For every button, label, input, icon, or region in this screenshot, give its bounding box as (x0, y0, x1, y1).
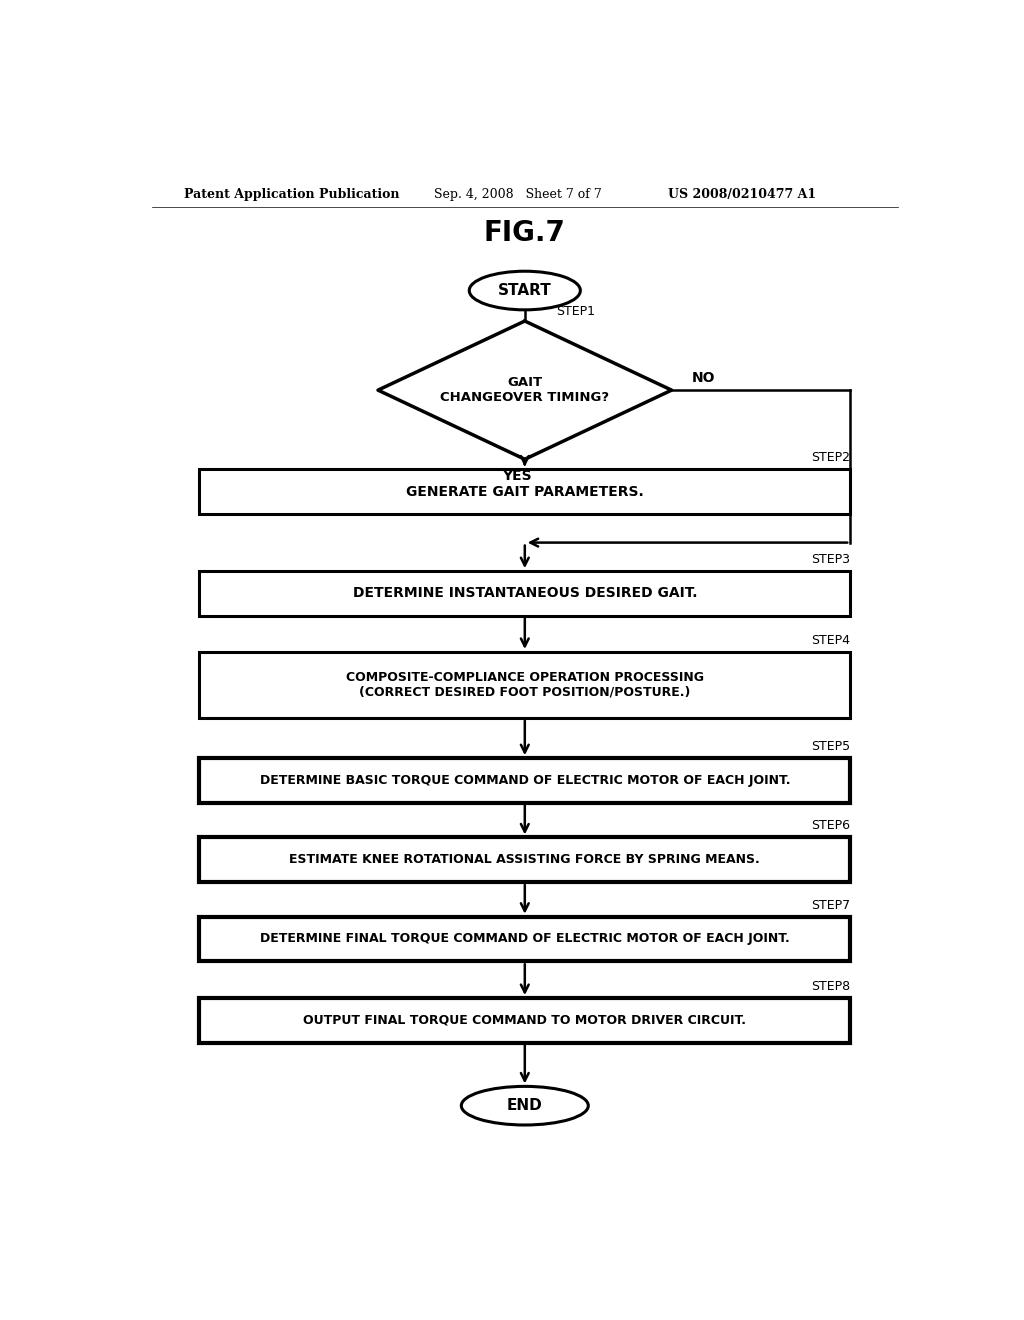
Text: STEP1: STEP1 (557, 305, 596, 318)
Text: STEP8: STEP8 (811, 979, 850, 993)
Bar (200, 572, 850, 616)
Text: START: START (498, 282, 552, 298)
Text: DETERMINE BASIC TORQUE COMMAND OF ELECTRIC MOTOR OF EACH JOINT.: DETERMINE BASIC TORQUE COMMAND OF ELECTR… (259, 774, 791, 787)
Bar (200, 470, 850, 515)
Text: YES: YES (502, 470, 531, 483)
Text: COMPOSITE-COMPLIANCE OPERATION PROCESSING
(CORRECT DESIRED FOOT POSITION/POSTURE: COMPOSITE-COMPLIANCE OPERATION PROCESSIN… (346, 671, 703, 698)
Text: GAIT
CHANGEOVER TIMING?: GAIT CHANGEOVER TIMING? (440, 376, 609, 404)
Text: STEP6: STEP6 (811, 820, 850, 833)
Bar (200, 998, 850, 1043)
Text: STEP3: STEP3 (811, 553, 850, 566)
Text: NO: NO (691, 371, 715, 385)
Bar (200, 758, 850, 803)
Text: STEP4: STEP4 (811, 634, 850, 647)
Text: END: END (507, 1098, 543, 1113)
Text: DETERMINE FINAL TORQUE COMMAND OF ELECTRIC MOTOR OF EACH JOINT.: DETERMINE FINAL TORQUE COMMAND OF ELECTR… (260, 932, 790, 945)
Text: ESTIMATE KNEE ROTATIONAL ASSISTING FORCE BY SPRING MEANS.: ESTIMATE KNEE ROTATIONAL ASSISTING FORCE… (290, 853, 760, 866)
Text: STEP5: STEP5 (811, 741, 850, 752)
Text: GENERATE GAIT PARAMETERS.: GENERATE GAIT PARAMETERS. (406, 484, 644, 499)
Text: FIG.7: FIG.7 (484, 219, 565, 247)
Text: DETERMINE INSTANTANEOUS DESIRED GAIT.: DETERMINE INSTANTANEOUS DESIRED GAIT. (352, 586, 697, 601)
Text: Sep. 4, 2008   Sheet 7 of 7: Sep. 4, 2008 Sheet 7 of 7 (433, 189, 601, 202)
Text: STEP7: STEP7 (811, 899, 850, 912)
Text: Patent Application Publication: Patent Application Publication (183, 189, 399, 202)
Bar (200, 916, 850, 961)
Text: US 2008/0210477 A1: US 2008/0210477 A1 (668, 189, 816, 202)
Bar (200, 652, 850, 718)
Text: OUTPUT FINAL TORQUE COMMAND TO MOTOR DRIVER CIRCUIT.: OUTPUT FINAL TORQUE COMMAND TO MOTOR DRI… (303, 1014, 746, 1027)
Bar (200, 837, 850, 882)
Text: STEP2: STEP2 (811, 451, 850, 465)
